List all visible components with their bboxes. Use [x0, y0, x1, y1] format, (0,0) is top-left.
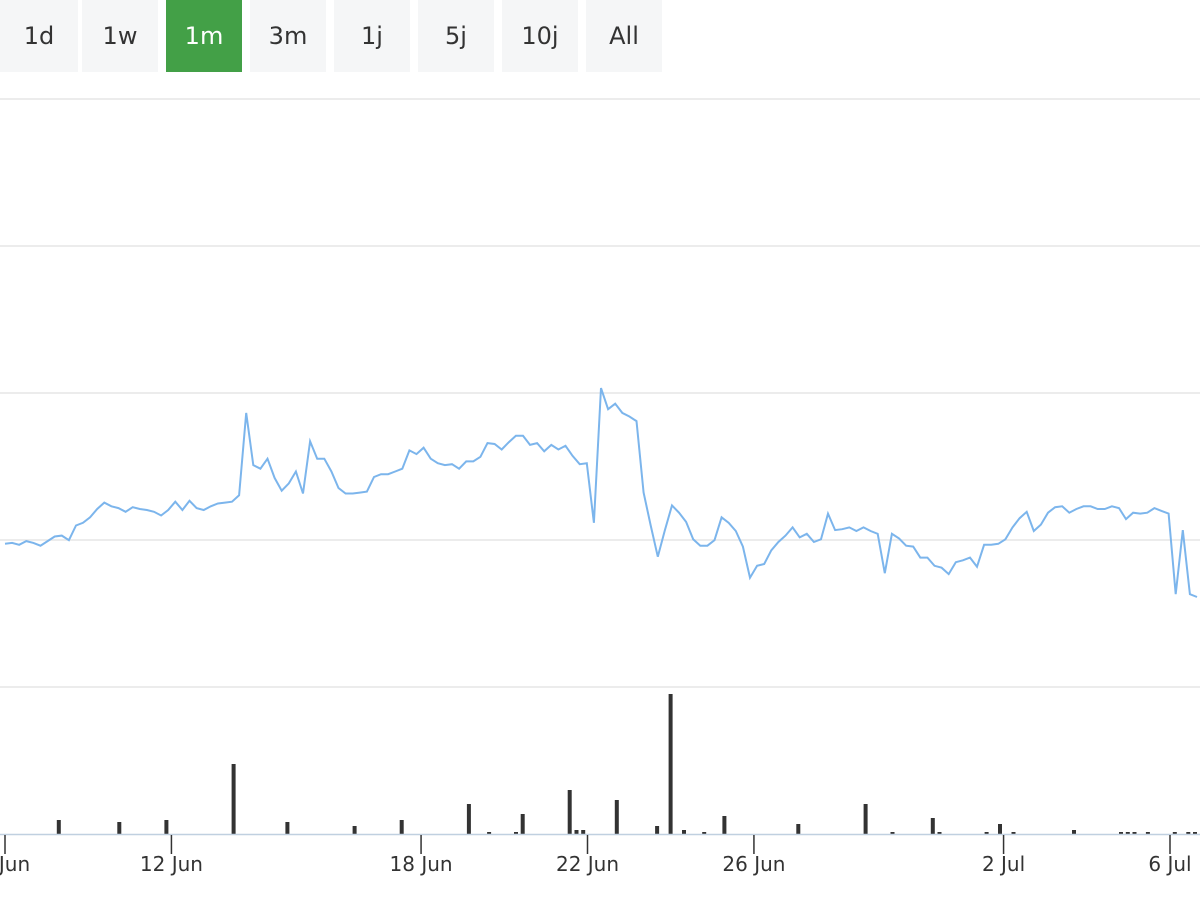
x-tick-label: 12 Jun — [140, 852, 203, 876]
price-line-layer — [4, 387, 1198, 598]
volume-bar — [520, 814, 525, 834]
x-tick-label: 2 Jul — [982, 852, 1025, 876]
volume-bar — [984, 832, 989, 834]
volume-bar — [1193, 832, 1197, 834]
volume-bar — [1172, 832, 1177, 834]
range-selector: 1d 1w 1m 3m 1j 5j 10j All — [0, 0, 670, 72]
range-button-1m[interactable]: 1m — [166, 0, 242, 72]
volume-bar — [1011, 832, 1016, 834]
volume-bar — [285, 822, 290, 834]
volume-bar — [863, 804, 868, 834]
x-tick-label: 26 Jun — [722, 852, 785, 876]
volume-bar — [1072, 830, 1076, 834]
volume-bars — [56, 694, 1197, 834]
stock-chart[interactable]: 8 Jun 12 Jun 18 Jun 22 Jun 26 Jun 2 Jul 6 Jul — [0, 80, 1200, 900]
volume-bar — [231, 764, 236, 834]
volume-bar — [668, 694, 673, 834]
volume-bar — [655, 826, 660, 834]
range-button-5j[interactable]: 5j — [418, 0, 494, 72]
range-button-all[interactable]: All — [586, 0, 662, 72]
range-button-3m[interactable]: 3m — [250, 0, 326, 72]
volume-bar — [1125, 832, 1130, 834]
x-axis: 8 Jun 12 Jun 18 Jun 22 Jun 26 Jun 2 Jul 6 Jul — [0, 833, 1200, 876]
volume-bar — [164, 820, 169, 834]
price-line — [4, 387, 1198, 598]
volume-bar — [614, 800, 619, 834]
volume-bar — [487, 832, 492, 834]
volume-bar — [56, 820, 61, 834]
volume-bar — [514, 832, 518, 834]
volume-bar — [937, 832, 942, 834]
x-tick-label: 18 Jun — [390, 852, 453, 876]
volume-bar — [352, 826, 357, 834]
volume-bar — [1132, 832, 1137, 834]
volume-bar — [399, 820, 404, 834]
volume-bar — [930, 818, 935, 834]
volume-bar — [796, 824, 801, 834]
volume-bar — [1119, 832, 1123, 834]
x-tick-label: 6 Jul — [1148, 852, 1191, 876]
volume-bar — [581, 830, 586, 834]
volume-bar — [466, 804, 471, 834]
volume-bar — [574, 830, 579, 834]
volume-bar — [1186, 832, 1191, 834]
volume-bar — [890, 832, 895, 834]
range-button-1d[interactable]: 1d — [0, 0, 78, 72]
volume-bar — [722, 816, 727, 834]
volume-bar — [1145, 832, 1150, 834]
volume-bar — [682, 830, 686, 834]
range-button-1w[interactable]: 1w — [82, 0, 158, 72]
volume-bar — [998, 824, 1002, 834]
range-button-10j[interactable]: 10j — [502, 0, 578, 72]
range-button-1j[interactable]: 1j — [334, 0, 410, 72]
volume-bar — [117, 822, 122, 834]
x-tick-label: 22 Jun — [556, 852, 619, 876]
volume-bar — [702, 832, 707, 834]
volume-bar — [567, 790, 572, 834]
x-tick-label: 8 Jun — [0, 852, 30, 876]
